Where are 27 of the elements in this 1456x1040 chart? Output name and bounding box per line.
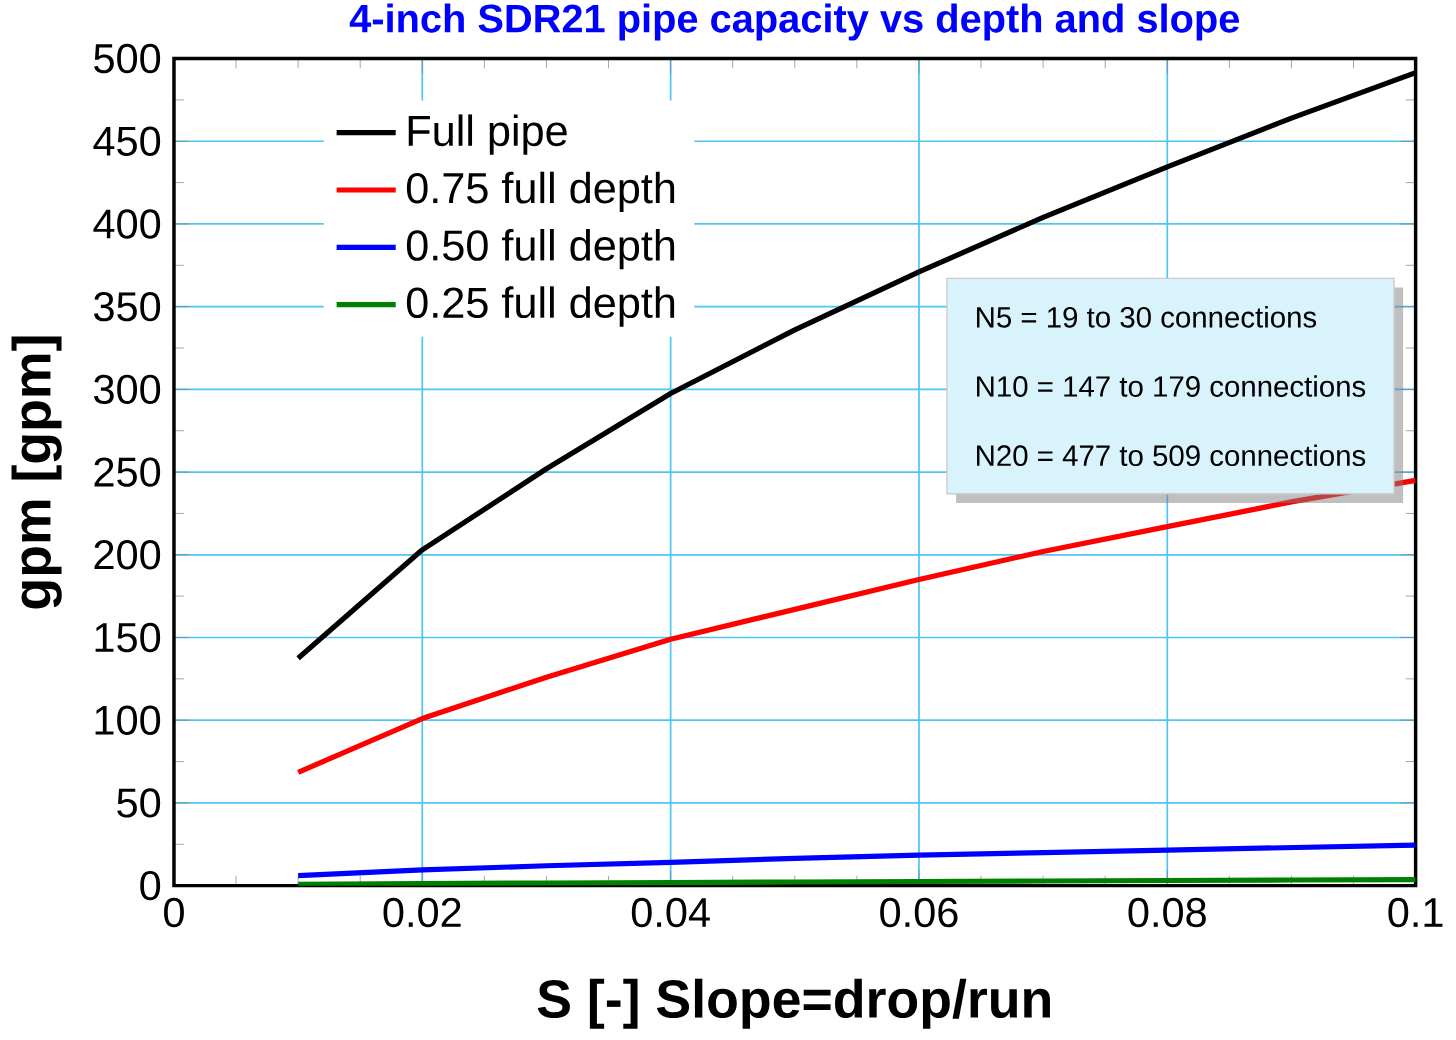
x-tick-label: 0.04 (631, 897, 710, 928)
chart-title: 4-inch SDR21 pipe capacity vs depth and slope (349, 3, 1240, 41)
x-tick-label: 0.06 (880, 897, 958, 928)
y-tick-label: 250 (94, 457, 161, 487)
y-tick-label: 400 (93, 209, 161, 239)
y-tick-label: 500 (94, 43, 161, 74)
legend-label: 0.50 full depth (406, 228, 675, 270)
y-tick-label: 350 (94, 291, 161, 322)
y-tick-label: 200 (94, 540, 161, 570)
y-tick-label: 300 (94, 374, 161, 404)
y-tick-label: 0 (140, 870, 161, 901)
x-axis-title: S [-] Slope=drop/run (537, 978, 1050, 1029)
annotation: N20 = 477 to 509 connections (977, 444, 1366, 466)
x-tick-label: 0.08 (1128, 897, 1206, 928)
x-tick-label: 0 (164, 897, 184, 928)
legend-label: Full pipe (408, 114, 567, 155)
y-axis-title: gpm [gpm] (11, 336, 62, 609)
y-tick-label: 150 (95, 622, 161, 653)
legend-label: 0.25 full depth (406, 286, 675, 327)
annotation: N10 = 147 to 179 connections (977, 375, 1366, 397)
y-tick-label: 100 (95, 705, 161, 735)
y-tick-label: 50 (117, 788, 161, 818)
annotation: N5 = 19 to 30 connections (977, 305, 1317, 328)
x-tick-label: 0.1 (1388, 897, 1443, 928)
y-tick-label: 450 (93, 126, 161, 156)
x-tick-label: 0.02 (383, 897, 461, 928)
legend-label: 0.75 full depth (406, 171, 675, 212)
